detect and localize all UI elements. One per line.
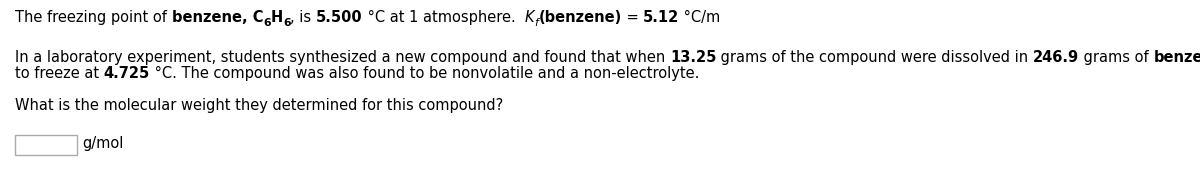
Text: °C. The compound was also found to be nonvolatile and a non‑electrolyte.: °C. The compound was also found to be no… xyxy=(150,66,700,81)
Text: 246.9: 246.9 xyxy=(1033,50,1079,65)
Text: grams of the compound were dissolved in: grams of the compound were dissolved in xyxy=(716,50,1033,65)
Text: 6: 6 xyxy=(263,18,271,28)
Text: f: f xyxy=(534,18,539,28)
Text: 5.12: 5.12 xyxy=(643,10,679,25)
Text: grams of: grams of xyxy=(1079,50,1153,65)
Text: °C at 1 atmosphere.: °C at 1 atmosphere. xyxy=(362,10,524,25)
Text: =: = xyxy=(622,10,643,25)
Text: g/mol: g/mol xyxy=(82,136,124,151)
Text: The freezing point of: The freezing point of xyxy=(14,10,172,25)
Text: In a laboratory experiment, students synthesized a new compound and found that w: In a laboratory experiment, students syn… xyxy=(14,50,670,65)
Bar xyxy=(14,135,77,155)
Text: 4.725: 4.725 xyxy=(103,66,150,81)
Text: , is: , is xyxy=(290,10,317,25)
Text: (benzene): (benzene) xyxy=(539,10,622,25)
Text: 13.25: 13.25 xyxy=(670,50,716,65)
Text: benzene, C: benzene, C xyxy=(172,10,263,25)
Text: °C/m: °C/m xyxy=(679,10,720,25)
Text: 6: 6 xyxy=(283,18,290,28)
Text: benzene: benzene xyxy=(1153,50,1200,65)
Text: What is the molecular weight they determined for this compound?: What is the molecular weight they determ… xyxy=(14,98,503,113)
Text: K: K xyxy=(524,10,534,25)
Text: H: H xyxy=(271,10,283,25)
Text: 5.500: 5.500 xyxy=(317,10,362,25)
Text: to freeze at: to freeze at xyxy=(14,66,103,81)
